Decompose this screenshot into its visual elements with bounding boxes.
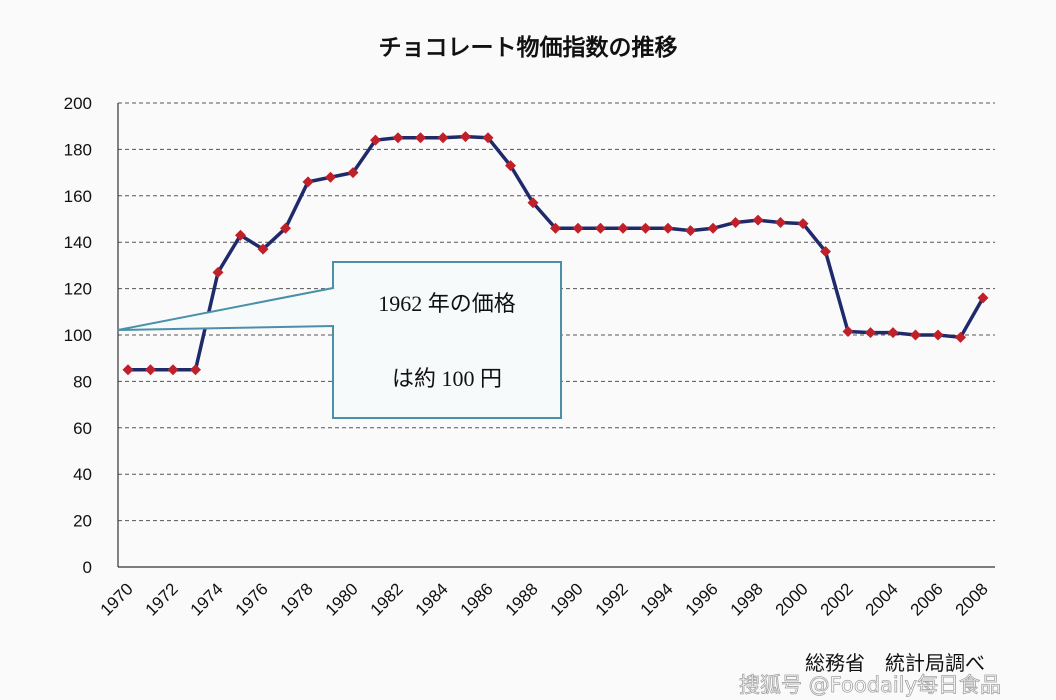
- data-point-marker: [865, 327, 876, 339]
- x-tick-label: 2004: [862, 579, 902, 619]
- data-point-marker: [392, 132, 404, 144]
- y-tick-label: 20: [73, 512, 92, 531]
- data-point-marker: [527, 197, 539, 209]
- y-tick-label: 80: [73, 372, 92, 391]
- x-tick-label: 1986: [457, 579, 497, 619]
- data-point-marker: [415, 132, 426, 144]
- data-point-marker: [122, 364, 134, 376]
- x-tick-label: 2006: [907, 579, 947, 619]
- data-point-marker: [820, 245, 831, 257]
- x-tick-label: 1982: [367, 579, 407, 619]
- x-tick-label: 1992: [592, 579, 632, 619]
- y-tick-label: 0: [83, 558, 92, 577]
- y-tick-label: 100: [64, 326, 92, 345]
- data-point-marker: [685, 225, 696, 237]
- x-tick-label: 1994: [637, 579, 677, 619]
- data-point-marker: [842, 326, 854, 338]
- data-point-marker: [797, 218, 809, 230]
- data-point-marker: [437, 132, 449, 144]
- x-tick-label: 2008: [952, 579, 992, 619]
- watermark: 搜狐号 @Foodaily每日食品: [739, 673, 1001, 697]
- x-tick-label: 2000: [772, 579, 812, 619]
- data-point-marker: [707, 222, 719, 234]
- y-tick-label: 180: [64, 140, 92, 159]
- data-point-marker: [212, 266, 224, 278]
- data-point-marker: [572, 222, 584, 234]
- data-point-marker: [235, 229, 246, 241]
- x-tick-label: 1996: [682, 579, 722, 619]
- x-tick-label: 1970: [97, 579, 137, 619]
- data-point-marker: [347, 167, 359, 179]
- y-tick-label: 60: [73, 419, 92, 438]
- data-point-marker: [302, 176, 314, 188]
- x-tick-label: 1978: [277, 579, 317, 619]
- y-tick-label: 120: [64, 280, 92, 299]
- chart-title: チョコレート物価指数の推移: [379, 34, 678, 61]
- data-point-marker: [325, 171, 336, 183]
- data-point-marker: [887, 327, 899, 339]
- data-point-marker: [145, 364, 156, 376]
- data-point-marker: [752, 214, 764, 226]
- data-point-marker: [775, 216, 786, 228]
- x-tick-label: 1988: [502, 579, 542, 619]
- data-point-marker: [977, 292, 989, 304]
- data-point-marker: [505, 160, 516, 172]
- data-point-marker: [595, 222, 606, 234]
- callout-line-1: 1962 年の価格: [378, 291, 516, 316]
- data-point-marker: [955, 331, 966, 343]
- x-tick-label: 1990: [547, 579, 587, 619]
- data-point-marker: [640, 222, 651, 234]
- data-point-marker: [482, 132, 494, 144]
- data-point-marker: [910, 329, 921, 341]
- annotation-callout: 1962 年の価格 は約 100 円: [117, 261, 562, 419]
- data-point-marker: [280, 222, 291, 234]
- x-tick-label: 1998: [727, 579, 767, 619]
- data-point-marker: [730, 216, 741, 228]
- callout-line-2: は約 100 円: [392, 366, 502, 391]
- x-tick-label: 1984: [412, 579, 452, 619]
- x-tick-label: 1974: [187, 579, 227, 619]
- x-tick-label: 1980: [322, 579, 362, 619]
- data-point-marker: [550, 222, 561, 234]
- x-tick-label: 1972: [142, 579, 182, 619]
- data-point-marker: [370, 134, 381, 146]
- data-point-marker: [167, 364, 179, 376]
- x-tick-label: 2002: [817, 579, 857, 619]
- y-tick-label: 140: [64, 233, 92, 252]
- data-point-marker: [617, 222, 629, 234]
- callout-shape: [117, 261, 562, 419]
- data-point-marker: [932, 329, 944, 341]
- y-tick-label: 40: [73, 465, 92, 484]
- y-tick-label: 200: [64, 94, 92, 113]
- source-note: 総務省 統計局調べ: [805, 651, 985, 675]
- x-tick-label: 1976: [232, 579, 272, 619]
- y-tick-label: 160: [64, 187, 92, 206]
- data-point-marker: [257, 243, 269, 255]
- data-point-marker: [662, 222, 674, 234]
- data-point-marker: [460, 131, 471, 143]
- data-point-marker: [190, 364, 201, 376]
